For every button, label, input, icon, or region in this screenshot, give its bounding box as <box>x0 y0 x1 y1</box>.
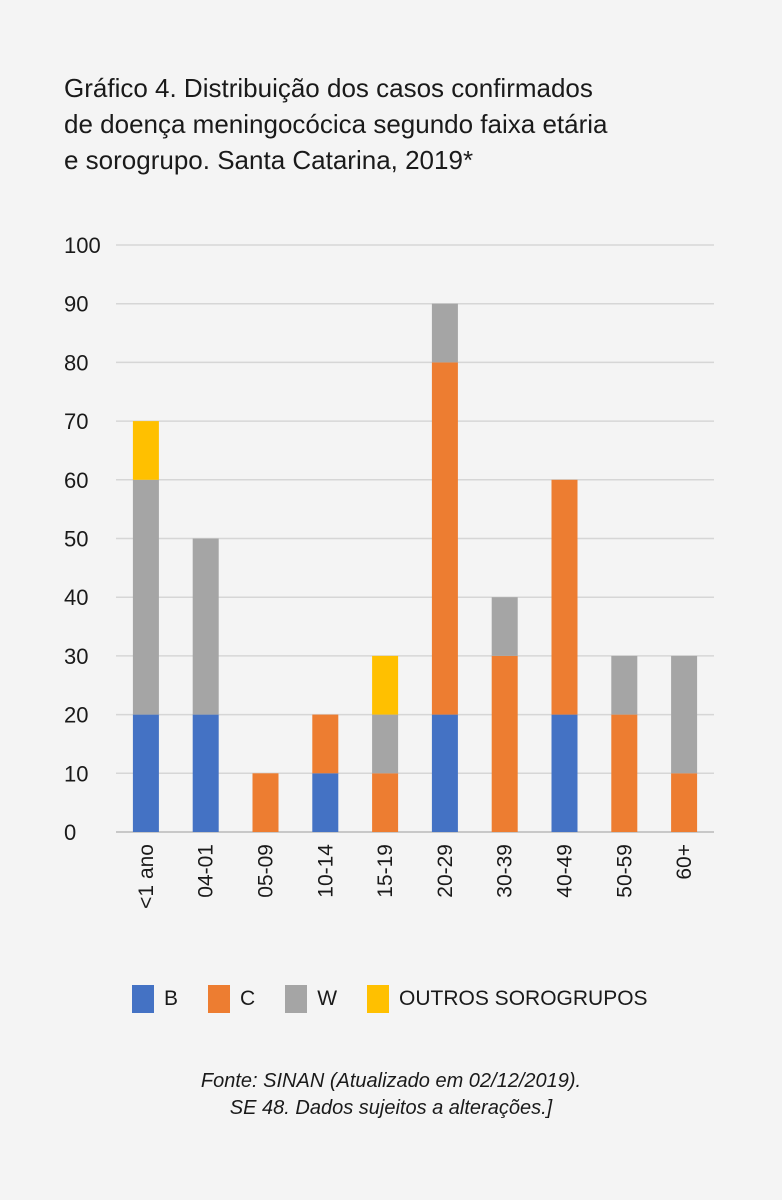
bar-segment-b-0 <box>132 714 159 832</box>
bar-segment-c-7 <box>551 479 578 715</box>
bar-segment-outros-sorogrupos-0 <box>132 421 159 480</box>
chart-title-line-3: e sorogrupo. Santa Catarina, 2019* <box>64 145 474 175</box>
legend-label-w: W <box>317 987 338 1010</box>
bar-segment-b-7 <box>551 714 578 832</box>
y-tick-label-100: 100 <box>64 233 101 258</box>
x-tick-label-8: 50-59 <box>613 844 636 898</box>
y-tick-label-70: 70 <box>64 409 88 434</box>
chart-title-line-2: de doença meningocócica segundo faixa et… <box>64 109 608 139</box>
bar-segment-w-5 <box>431 303 458 363</box>
bars <box>132 303 698 832</box>
legend-swatch-w <box>285 985 308 1013</box>
x-tick-label-4: 15-19 <box>374 844 397 898</box>
y-tick-label-60: 60 <box>64 468 88 493</box>
legend-label-c: C <box>240 987 256 1010</box>
bar-segment-b-1 <box>192 714 219 832</box>
y-axis-tick-labels: 0 10 20 30 40 50 60 70 80 90 100 <box>64 233 101 845</box>
bar-segment-w-8 <box>611 655 638 715</box>
legend-swatch-b <box>132 985 154 1013</box>
chart-title-line-1: Gráfico 4. Distribuição dos casos confir… <box>64 73 593 103</box>
legend-item-c: C <box>208 985 255 1013</box>
x-tick-label-3: 10-14 <box>314 844 337 898</box>
legend-label-outros: OUTROS SOROGRUPOS <box>399 987 648 1010</box>
y-tick-label-10: 10 <box>64 761 88 786</box>
bar-segment-outros-sorogrupos-4 <box>372 655 399 715</box>
bar-segment-c-3 <box>312 714 339 774</box>
y-tick-label-40: 40 <box>64 585 88 610</box>
bar-segment-b-3 <box>312 773 339 832</box>
stacked-bar-chart: 0 10 20 30 40 50 60 70 80 90 100 <1 ano 04-01 05-09 1… <box>64 233 714 909</box>
bar-segment-w-9 <box>671 655 698 774</box>
bar-segment-w-0 <box>132 479 159 715</box>
bar-segment-b-5 <box>431 714 458 832</box>
bar-segment-c-2 <box>252 773 279 832</box>
x-tick-label-6: 30-39 <box>494 844 517 898</box>
source-note: Fonte: SINAN (Atualizado em 02/12/2019).… <box>0 1068 782 1122</box>
bar-segment-w-4 <box>372 714 399 774</box>
y-tick-label-30: 30 <box>64 644 88 669</box>
chart-legend: B C W OUTROS SOROGRUPOS <box>132 985 678 1013</box>
legend-item-b: B <box>132 985 178 1013</box>
y-tick-label-0: 0 <box>64 820 76 845</box>
x-axis-tick-labels: <1 ano 04-01 05-09 10-14 15-19 20-29 30-39 40-4… <box>135 844 696 909</box>
y-tick-label-50: 50 <box>64 527 88 552</box>
y-tick-label-80: 80 <box>64 350 88 375</box>
bar-segment-c-6 <box>491 655 518 832</box>
y-tick-label-20: 20 <box>64 703 88 728</box>
x-tick-label-5: 20-29 <box>434 844 457 898</box>
bar-segment-c-4 <box>372 773 399 832</box>
x-tick-label-9: 60+ <box>673 844 696 880</box>
bar-segment-c-9 <box>671 773 698 832</box>
chart-title: Gráfico 4. Distribuição dos casos confir… <box>64 70 744 178</box>
bar-segment-w-6 <box>491 597 518 656</box>
source-line-1: Fonte: SINAN (Atualizado em 02/12/2019). <box>200 1070 582 1092</box>
x-tick-label-2: 05-09 <box>255 844 278 898</box>
x-tick-label-0: <1 ano <box>135 844 158 909</box>
bar-segment-c-8 <box>611 714 638 832</box>
x-tick-label-1: 04-01 <box>195 844 218 898</box>
legend-item-outros: OUTROS SOROGRUPOS <box>367 985 648 1013</box>
bar-segment-w-1 <box>192 538 219 715</box>
legend-swatch-outros <box>367 985 390 1013</box>
legend-swatch-c <box>208 985 231 1013</box>
legend-item-w: W <box>285 985 337 1013</box>
source-line-2: SE 48. Dados sujeitos a alterações.] <box>229 1097 553 1119</box>
y-tick-label-90: 90 <box>64 292 88 317</box>
x-tick-label-7: 40-49 <box>554 844 577 898</box>
bar-segment-c-5 <box>431 362 458 715</box>
legend-label-b: B <box>164 987 179 1010</box>
